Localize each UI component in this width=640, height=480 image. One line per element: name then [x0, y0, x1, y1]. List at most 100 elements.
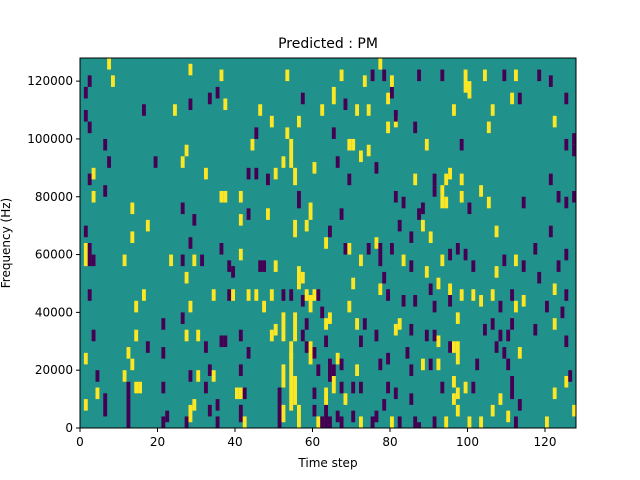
heatmap-cell-low — [87, 173, 92, 186]
heatmap-cell-high — [479, 295, 484, 307]
heatmap-cell-low — [448, 341, 453, 353]
heatmap-cell-high — [355, 364, 360, 376]
heatmap-cell-low — [351, 381, 356, 394]
heatmap-cell-high — [374, 237, 379, 249]
heatmap-cell-high — [293, 312, 298, 342]
heatmap-cell-high — [304, 219, 309, 232]
y-tick-label: 60000 — [35, 248, 73, 262]
heatmap-cell-low — [366, 243, 371, 255]
heatmap-cell-low — [207, 92, 212, 105]
heatmap-cell-low — [409, 260, 414, 272]
plot-frame — [79, 57, 577, 429]
heatmap-cell-high — [297, 404, 301, 429]
heatmap-cell-low — [103, 138, 108, 151]
heatmap-cell-low — [548, 225, 553, 238]
heatmap-cell-high — [459, 173, 464, 186]
heatmap-cell-low — [514, 416, 518, 428]
heatmap-cell-high — [273, 260, 278, 272]
heatmap-cell-low — [393, 110, 398, 122]
heatmap-cell-low — [564, 289, 569, 301]
heatmap-cell-low — [328, 225, 332, 238]
heatmap-cell-high — [184, 271, 189, 284]
heatmap-cell-high — [452, 393, 456, 405]
heatmap-cell-low — [83, 86, 88, 99]
heatmap-cell-low — [494, 341, 499, 353]
heatmap-cell-high — [378, 283, 383, 296]
heatmap-cell-low — [413, 295, 418, 307]
heatmap-cell-high — [463, 69, 468, 93]
heatmap-cell-high — [281, 404, 286, 423]
heatmap-cell-low — [343, 98, 348, 111]
heatmap-cell-low — [277, 387, 282, 405]
heatmap-cell-low — [409, 393, 414, 405]
heatmap-cell-high — [436, 358, 441, 371]
heatmap-cell-high — [421, 358, 425, 371]
heatmap-cell-high — [386, 121, 391, 134]
heatmap-cell-low — [87, 121, 92, 134]
heatmap-cell-low — [386, 381, 391, 394]
heatmap-cell-low — [564, 248, 569, 261]
heatmap-cell-high — [91, 190, 96, 203]
heatmap-cell-high — [316, 416, 321, 428]
heatmap-cell-low — [564, 335, 569, 348]
heatmap-cell-low — [320, 416, 325, 428]
heatmap-cell-low — [83, 225, 88, 238]
heatmap-cell-low — [428, 358, 433, 371]
heatmap-cell-low — [339, 358, 344, 371]
heatmap-cell-high — [455, 312, 460, 324]
heatmap-cell-low — [498, 329, 503, 342]
heatmap-cell-low — [483, 323, 487, 336]
heatmap-cell-high — [91, 167, 96, 180]
heatmap-cell-high — [250, 138, 255, 151]
heatmap-cell-high — [572, 404, 577, 417]
heatmap-cell-high — [467, 81, 472, 99]
heatmap-cell-high — [142, 289, 146, 301]
heatmap-cell-low — [440, 69, 445, 82]
heatmap-cell-high — [359, 150, 363, 163]
heatmap-cell-high — [238, 387, 243, 400]
heatmap-cell-high — [490, 104, 495, 116]
heatmap-cell-high — [552, 387, 557, 400]
y-tick-label: 80000 — [35, 190, 73, 204]
heatmap-cell-low — [103, 185, 108, 197]
heatmap-cell-high — [390, 416, 394, 428]
heatmap-cell-high — [514, 300, 518, 313]
heatmap-cell-high — [452, 375, 456, 388]
heatmap-cell-high — [258, 104, 263, 116]
heatmap-cell-low — [417, 208, 422, 220]
heatmap-cell-high — [448, 283, 453, 296]
heatmap-cell-low — [374, 410, 379, 423]
heatmap-cell-low — [432, 329, 437, 342]
heatmap-cell-low — [475, 358, 480, 371]
heatmap-cell-low — [161, 416, 166, 428]
heatmap-cell-high — [134, 329, 139, 342]
heatmap-cell-low — [533, 243, 538, 255]
heatmap-cell-low — [180, 312, 185, 324]
heatmap-cell-high — [339, 69, 344, 82]
heatmap-cell-low — [227, 260, 232, 272]
heatmap-cell-low — [254, 167, 259, 180]
heatmap-cell-low — [316, 289, 321, 301]
heatmap-cell-low — [424, 329, 429, 342]
heatmap-cell-low — [312, 347, 317, 359]
x-tick-label: 40 — [227, 435, 242, 449]
heatmap-cell-high — [126, 347, 131, 359]
y-tick-label: 120000 — [27, 74, 73, 88]
heatmap-cell-low — [471, 381, 476, 394]
heatmap-cell-low — [432, 185, 437, 197]
heatmap-cell-low — [382, 271, 387, 284]
heatmap-cell-low — [397, 219, 402, 232]
heatmap-cells — [83, 58, 577, 429]
heatmap-cell-high — [184, 329, 189, 342]
heatmap-cell-high — [552, 115, 557, 128]
heatmap-cell-high — [436, 335, 441, 348]
heatmap-cell-high — [362, 75, 367, 87]
heatmap-cell-high — [281, 364, 286, 388]
heatmap-cell-low — [405, 347, 410, 359]
heatmap-cell-low — [393, 190, 398, 203]
chart-title: Predicted : PM — [278, 36, 378, 52]
heatmap-cell-low — [331, 364, 336, 376]
heatmap-cell-low — [432, 416, 437, 428]
heatmap-cell-high — [444, 196, 449, 209]
heatmap-cell-low — [328, 416, 332, 428]
